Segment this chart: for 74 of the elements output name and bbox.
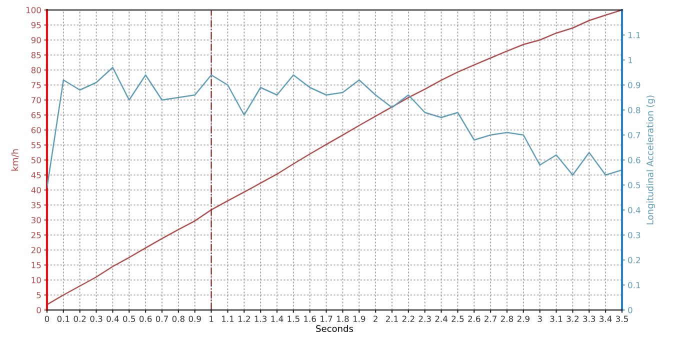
x-tick-label: 3.1 (550, 316, 562, 322)
x-tick-label: 2.7 (484, 316, 496, 322)
x-tick-label: 0.7 (156, 316, 168, 322)
x-tick-label: 1 (210, 316, 214, 322)
x-tick-label: 1.8 (337, 316, 349, 322)
y-tick-label: 55 (31, 142, 41, 148)
x-tick-label: 1.5 (288, 316, 300, 322)
x-tick-label: 0.3 (90, 316, 102, 322)
y2-tick-label: 0.6 (628, 156, 640, 164)
x-tick-label: 2.1 (386, 316, 398, 322)
y-tick-label: 60 (31, 126, 41, 134)
y2-tick-label: 0.1 (628, 282, 640, 288)
x-tick-label: 1.6 (304, 316, 316, 322)
y-tick-label: 100 (26, 6, 41, 14)
y-tick-label: 5 (36, 292, 41, 298)
y-tick-label: 40 (31, 186, 41, 194)
y-tick-label: 65 (31, 112, 41, 118)
line-series (47, 66, 622, 188)
y-tick-label: 20 (31, 246, 41, 254)
x-tick-label: 3.4 (600, 316, 612, 322)
x-tick-label: 1.4 (271, 316, 284, 322)
y-tick-label: 50 (31, 156, 41, 164)
y2-tick-label: 0 (628, 306, 632, 314)
x-tick-label: 2.4 (435, 316, 448, 322)
y2-tick-label: 0.7 (628, 132, 640, 138)
y-tick-label: 70 (32, 96, 41, 104)
y-tick-label: 80 (31, 66, 41, 74)
x-tick-label: 2.2 (402, 316, 414, 322)
x-tick-label: 1.3 (254, 316, 267, 322)
x-tick-label: 0.4 (106, 316, 119, 322)
x-tick-label: 2.5 (452, 316, 464, 322)
line-series (47, 10, 622, 306)
x-tick-label: 2.8 (500, 316, 514, 322)
x-tick-label: 1.7 (320, 316, 332, 322)
x-tick-label: 2.3 (418, 316, 431, 322)
x-tick-label: 0 (44, 316, 50, 322)
x-tick-label: 3.5 (616, 316, 628, 322)
x-tick-label: 0.9 (188, 316, 201, 322)
y2-tick-label: 0.8 (628, 106, 640, 114)
y2-tick-label: 0.5 (628, 182, 640, 188)
y2-tick-label: 0.2 (628, 256, 640, 264)
y2-tick-label: 1 (628, 57, 632, 64)
x-tick-label: 2.6 (468, 316, 480, 322)
y-tick-label: 10 (32, 276, 41, 284)
y-tick-label: 35 (31, 202, 41, 208)
x-tick-label: 1.2 (238, 316, 250, 322)
y-tick-label: 95 (31, 22, 41, 28)
x-tick-label: 0.2 (74, 316, 86, 322)
x-tick-label: 0.8 (172, 316, 184, 322)
x-tick-label: 0.5 (123, 316, 136, 322)
y2-axis-title: Longitudinal Acceleration (g) (646, 96, 656, 224)
x-tick-label: 2.9 (517, 316, 530, 322)
y2-tick-label: 0.3 (628, 232, 640, 238)
y-tick-label: 45 (31, 172, 41, 178)
y-tick-label: 15 (32, 262, 41, 268)
y-tick-label: 25 (31, 232, 41, 238)
x-tick-label: 3.2 (566, 316, 579, 322)
y-tick-label: 0 (36, 306, 41, 314)
y-tick-label: 75 (32, 82, 41, 88)
y-tick-label: 30 (31, 216, 41, 224)
y2-tick-label: 0.9 (628, 82, 640, 88)
x-tick-label: 0.6 (139, 316, 152, 322)
x-tick-label: 3.3 (583, 316, 596, 322)
y-tick-label: 90 (31, 36, 41, 44)
x-tick-label: 0.1 (57, 316, 70, 322)
x-tick-label: 3 (538, 316, 542, 322)
y-axis-title: km/h (11, 149, 19, 171)
y2-tick-label: 1.1 (628, 32, 640, 38)
x-axis-title: Seconds (316, 325, 354, 332)
x-tick-label: 2 (374, 316, 378, 322)
x-tick-label: 1.9 (353, 316, 366, 322)
y-tick-label: 85 (31, 52, 41, 58)
x-tick-label: 1.1 (222, 316, 234, 322)
y2-tick-label: 0.4 (628, 206, 640, 214)
